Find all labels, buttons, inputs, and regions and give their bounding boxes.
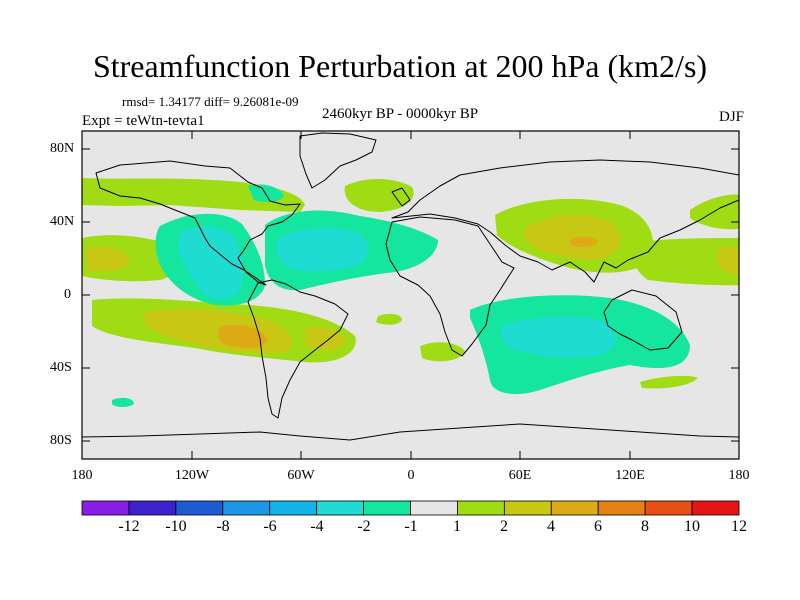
colorbar-swatch — [128, 500, 177, 516]
lat-tick-label: 40N — [50, 214, 75, 229]
period-label: 2460kyr BP - 0000kyr BP — [322, 106, 479, 122]
colorbar-swatch — [503, 500, 552, 516]
colorbar-swatch — [410, 500, 458, 516]
colorbar-label: 1 — [453, 518, 461, 535]
colorbar — [81, 500, 740, 516]
south-america-outline — [247, 279, 349, 419]
lon-tick-label: 120E — [615, 468, 645, 483]
colorbar-label: -4 — [310, 518, 324, 535]
lat-tick-label: 80S — [50, 433, 72, 448]
lat-tick-label: 80N — [50, 141, 75, 156]
season-label: DJF — [718, 109, 744, 125]
colorbar-label: 12 — [731, 518, 747, 535]
antarctica-outline — [82, 423, 739, 441]
colorbar-swatch — [691, 500, 740, 516]
colorbar-swatch — [175, 500, 224, 516]
north-america-outline — [95, 160, 301, 286]
axis-ticks — [81, 131, 740, 459]
colorbar-label: 8 — [641, 518, 649, 535]
colorbar-swatch — [644, 500, 693, 516]
coastlines — [82, 132, 739, 441]
colorbar-label: -1 — [404, 518, 418, 535]
colorbar-swatch — [222, 500, 271, 516]
colorbar-swatch — [316, 500, 364, 516]
colorbar-swatch — [457, 500, 505, 516]
negative-anomalies — [112, 184, 690, 407]
colorbar-label: -6 — [263, 518, 277, 535]
plot-title: Streamfunction Perturbation at 200 hPa (… — [92, 48, 708, 84]
lon-tick-label: 60E — [508, 468, 532, 483]
colorbar-label: -10 — [165, 518, 187, 535]
colorbar-label: 4 — [547, 518, 555, 535]
australia-outline — [603, 289, 683, 351]
colorbar-label: 2 — [500, 518, 508, 535]
lon-tick-label: 180 — [728, 468, 750, 483]
lon-tick-label: 120W — [174, 468, 210, 483]
experiment-label: Expt = teWtn-tevta1 — [82, 113, 205, 129]
colorbar-swatch — [363, 500, 411, 516]
eurasia-outline — [391, 159, 739, 283]
lon-tick-label: 0 — [407, 468, 415, 483]
colorbar-swatch — [550, 500, 599, 516]
colorbar-label: -12 — [118, 518, 140, 535]
british-isles-outline — [391, 187, 411, 207]
lon-tick-label: 60W — [287, 468, 315, 483]
colorbar-swatch — [81, 500, 130, 516]
africa-outline — [385, 216, 515, 357]
greenland-outline — [299, 132, 377, 189]
colorbar-swatch — [269, 500, 318, 516]
lat-tick-label: 0 — [64, 287, 71, 302]
colorbar-label: -8 — [216, 518, 230, 535]
colorbar-swatch — [597, 500, 646, 516]
colorbar-label: 10 — [684, 518, 700, 535]
lon-tick-label: 180 — [71, 468, 93, 483]
stats-label: rmsd= 1.34177 diff= 9.26081e-09 — [122, 94, 299, 109]
colorbar-label: 6 — [594, 518, 602, 535]
colorbar-label: -2 — [357, 518, 371, 535]
lat-tick-label: 40S — [50, 360, 72, 375]
